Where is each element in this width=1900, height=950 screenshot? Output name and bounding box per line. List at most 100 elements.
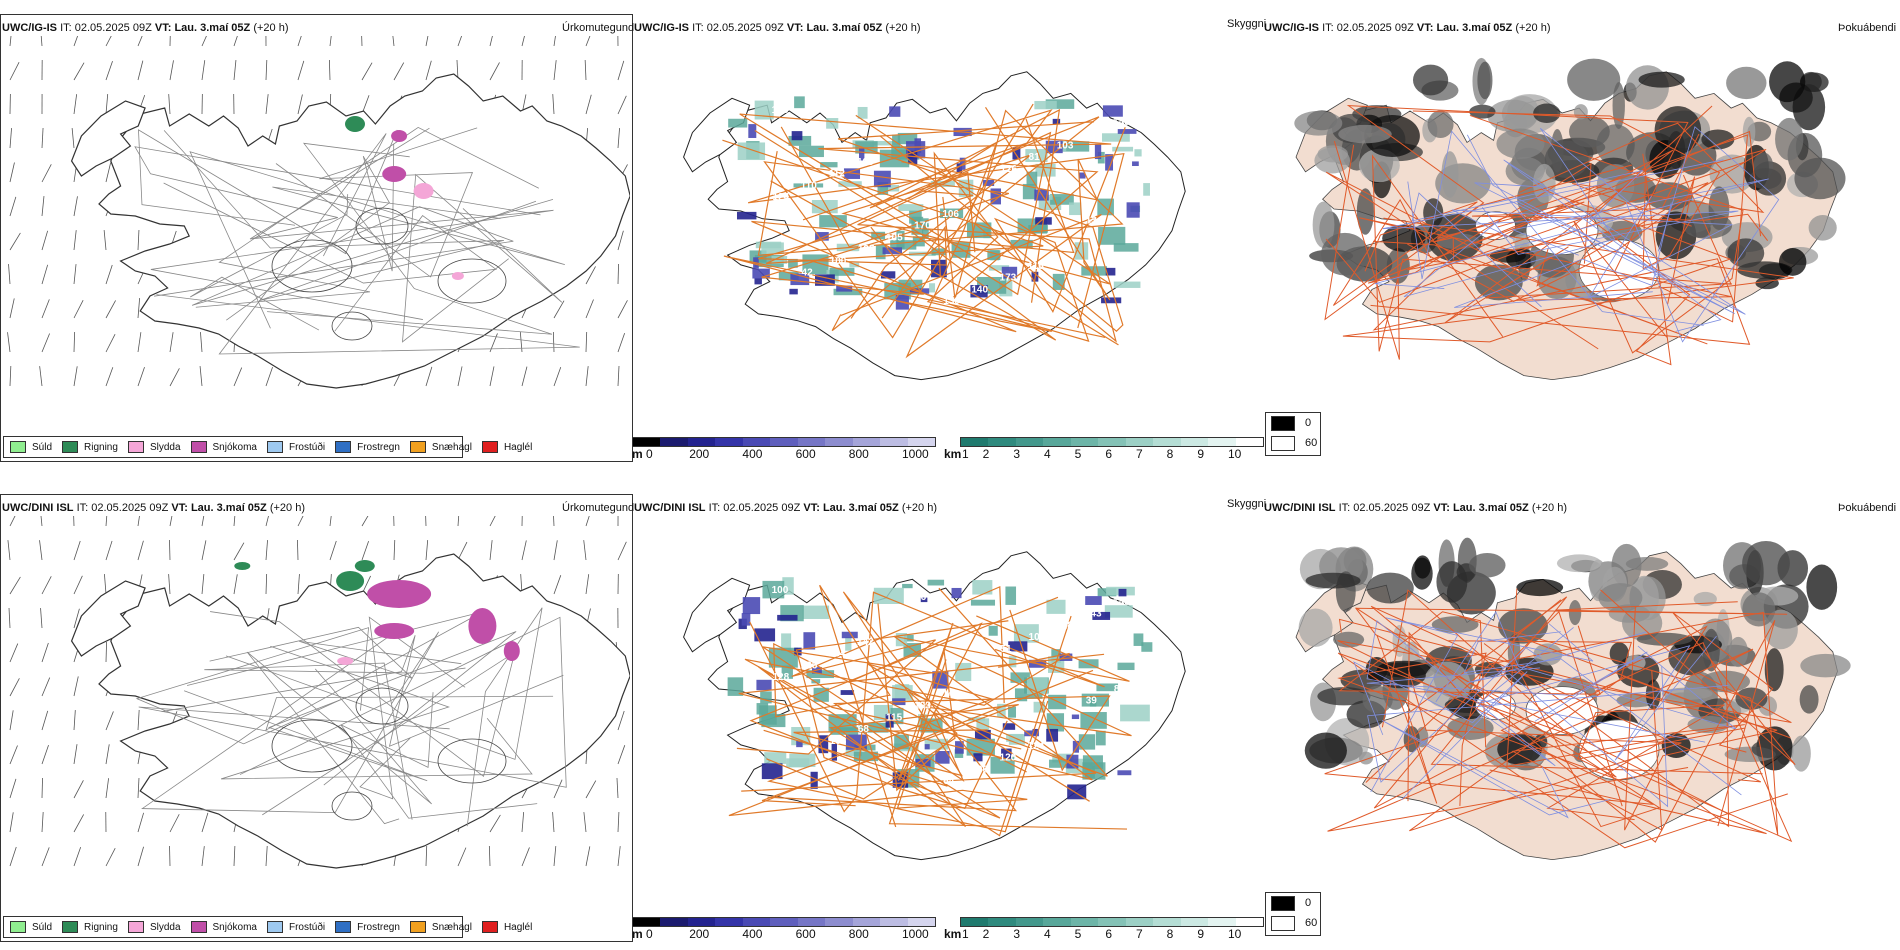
fog-shading: [1298, 537, 1851, 782]
wind-barb: [585, 266, 596, 285]
wind-barb: [585, 36, 591, 47]
wind-barb: [201, 846, 205, 867]
visibility-cell: [754, 100, 774, 120]
visibility-value-label: 120: [1000, 753, 1017, 764]
road-line: [1337, 589, 1792, 778]
visibility-value-label: 106: [942, 209, 959, 220]
road-line: [808, 127, 1126, 343]
visibility-value-label: 103: [1057, 140, 1074, 151]
wind-barb: [9, 232, 21, 251]
wind-barb: [168, 94, 171, 115]
colorbar-segment: [687, 918, 716, 926]
visibility-cell: [1008, 706, 1017, 718]
wind-barb: [73, 36, 79, 47]
road-line: [225, 607, 543, 827]
visibility-value-label: 105: [886, 232, 903, 243]
wind-barb: [552, 94, 555, 115]
cloud-base-cell: [1066, 754, 1079, 769]
visibility-cell: [1095, 730, 1106, 746]
fog-cell: [1727, 238, 1765, 268]
wind-barb: [73, 575, 83, 595]
visibility-cell: [755, 241, 782, 249]
wind-barb: [617, 541, 627, 561]
cloud-base-cell: [810, 771, 818, 789]
visibility-cell: [1062, 141, 1090, 152]
visibility-value-label: 42: [802, 268, 814, 279]
wind-barb: [393, 539, 396, 561]
glacier-outline: [331, 791, 373, 821]
wind-barb: [297, 516, 304, 527]
wind-barb: [583, 540, 587, 561]
wind-barb: [9, 678, 20, 697]
fog-cell: [1556, 554, 1602, 573]
wind-barb: [201, 812, 209, 833]
road-line: [135, 627, 370, 745]
fog-cell: [1544, 140, 1589, 179]
fog-cell: [1477, 61, 1493, 100]
visibility-value-label: 124: [772, 192, 789, 203]
wind-barb: [73, 710, 76, 731]
fog-cell: [1487, 99, 1538, 133]
wind-barb: [9, 196, 17, 217]
wind-barb: [489, 540, 493, 561]
iceland-fog-map-top: [1294, 57, 1846, 381]
wind-barb: [425, 366, 433, 387]
road-line: [138, 616, 567, 788]
visibility-cell: [911, 216, 924, 235]
visibility-cell: [929, 283, 936, 293]
visibility-cell: [1113, 281, 1141, 288]
visibility-colorbar-top: [960, 437, 1264, 447]
precip-legend-item: Snæhagl: [409, 441, 472, 453]
road-line: [767, 591, 1017, 812]
glacier-outline: [355, 687, 409, 725]
river-line: [1381, 719, 1611, 819]
wind-barb: [457, 36, 463, 47]
title-precip-type-top: Úrkomutegund: [562, 22, 635, 34]
wind-barb: [553, 516, 555, 527]
fog-cell: [1598, 583, 1643, 613]
wind-barb: [553, 36, 556, 47]
visibility-cell: [727, 677, 744, 696]
cloud-base-cell: [973, 753, 983, 762]
river-line: [1370, 617, 1594, 793]
wind-barb: [393, 516, 395, 527]
fog-cell: [1516, 579, 1564, 597]
precip-legend-item: Frostregn: [335, 921, 400, 933]
title-precip-type-bottom: Úrkomutegund: [562, 502, 635, 514]
wind-barb: [617, 60, 625, 81]
cloud-base-cell: [882, 247, 903, 255]
visibility-cell: [1052, 273, 1065, 290]
visibility-value-label: 140: [1113, 117, 1130, 128]
legend-swatch: [127, 441, 144, 453]
river-line: [1367, 647, 1729, 783]
legend-label: Rigning: [84, 921, 118, 933]
road-line: [1365, 611, 1779, 836]
river-line: [1625, 126, 1780, 343]
wind-barb: [104, 574, 107, 595]
river-line: [1403, 127, 1651, 298]
legend-label: Slydda: [149, 441, 181, 453]
wind-barb: [201, 36, 207, 47]
road-line: [741, 603, 1097, 792]
precip-legend-item: Frostúði: [266, 921, 325, 933]
cloud-base-cell: [1105, 267, 1116, 276]
cloud-base-cell: [914, 138, 922, 153]
visibility-cell: [1117, 662, 1135, 671]
road-line: [773, 584, 1027, 828]
colorbar-tick-label: 400: [742, 927, 763, 941]
wind-barb: [137, 516, 140, 527]
wind-barb: [617, 846, 621, 867]
river-line: [1435, 611, 1737, 730]
header-precip-bottom: UWC/DINI ISL IT: 02.05.2025 09Z VT: Lau.…: [2, 502, 305, 514]
cloud-base-cell: [1094, 143, 1102, 160]
roads: [722, 103, 1126, 359]
colorbar-tick-label: 6: [1105, 447, 1113, 461]
road-line: [1600, 589, 1796, 766]
visibility-cell: [1141, 642, 1153, 652]
wind-barb: [489, 36, 493, 47]
visibility-cell: [811, 679, 821, 684]
glacier-outline: [271, 239, 353, 293]
river-line: [1503, 159, 1746, 332]
colorbar-segment: [770, 438, 798, 446]
precip-patch: [451, 272, 464, 280]
